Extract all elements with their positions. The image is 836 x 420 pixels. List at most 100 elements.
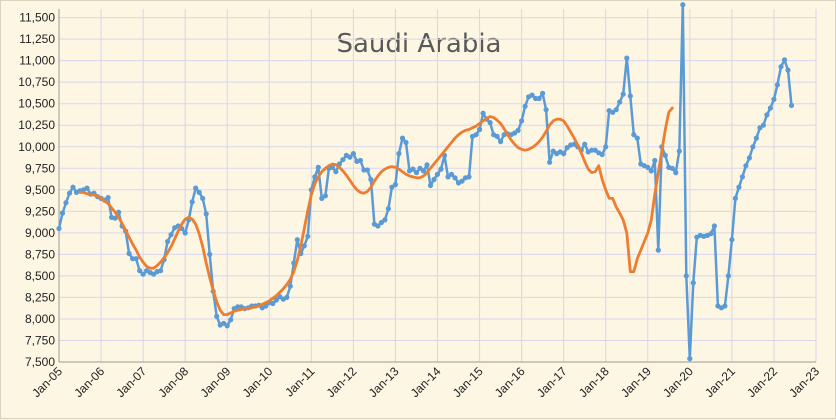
data-point xyxy=(357,157,363,164)
data-point xyxy=(655,247,661,253)
data-point xyxy=(196,189,202,195)
y-tick-label: 8,500 xyxy=(25,269,55,283)
data-point xyxy=(781,57,788,63)
y-tick-label: 9,750 xyxy=(25,161,55,175)
data-point xyxy=(399,135,406,141)
x-tick-label: Jan-12 xyxy=(324,364,360,400)
data-point xyxy=(347,154,353,160)
data-point xyxy=(59,210,66,216)
data-point xyxy=(725,273,732,279)
data-point xyxy=(676,148,682,154)
y-tick-label: 10,750 xyxy=(18,75,55,89)
data-point xyxy=(690,280,696,286)
data-point xyxy=(627,93,633,99)
data-point xyxy=(140,271,146,277)
data-point xyxy=(652,157,658,164)
data-point xyxy=(168,232,174,238)
data-point xyxy=(284,294,290,300)
data-point xyxy=(708,231,714,237)
y-tick-label: 8,250 xyxy=(25,290,55,304)
data-point xyxy=(333,169,339,175)
data-point xyxy=(203,211,209,217)
data-point xyxy=(319,195,325,201)
y-tick-label: 11,500 xyxy=(19,11,55,25)
data-point xyxy=(434,171,441,177)
data-point xyxy=(624,55,630,61)
x-tick-label: Jan-15 xyxy=(450,364,486,400)
data-point xyxy=(760,122,767,128)
data-point xyxy=(315,164,321,170)
data-point xyxy=(158,268,164,274)
data-point xyxy=(648,168,654,174)
data-point xyxy=(305,233,311,239)
data-point xyxy=(785,67,791,73)
data-point xyxy=(778,64,784,70)
data-point xyxy=(634,135,640,141)
data-point xyxy=(350,151,356,157)
data-point xyxy=(617,99,623,105)
monthly-series-line xyxy=(57,3,793,360)
data-point xyxy=(207,251,213,257)
x-tick-label: Jan-11 xyxy=(282,364,317,399)
data-point xyxy=(613,107,619,113)
data-point xyxy=(732,195,739,201)
data-point xyxy=(750,144,756,150)
data-point xyxy=(767,105,774,111)
data-point xyxy=(165,238,171,245)
data-point xyxy=(105,195,111,201)
data-point xyxy=(301,243,307,249)
data-point xyxy=(753,135,760,141)
data-point xyxy=(466,174,472,180)
y-tick-label: 11,250 xyxy=(19,32,55,46)
y-tick-label: 9,000 xyxy=(25,226,55,240)
y-tick-label: 7,750 xyxy=(25,333,55,347)
data-point xyxy=(631,132,637,138)
data-point xyxy=(543,107,549,113)
data-point xyxy=(529,92,535,98)
data-point xyxy=(424,162,430,168)
data-point xyxy=(480,110,486,116)
x-tick-label: Jan-16 xyxy=(492,364,528,400)
y-tick-label: 10,000 xyxy=(18,140,55,154)
data-point xyxy=(375,223,381,229)
data-point xyxy=(84,185,90,191)
x-tick-label: Jan-23 xyxy=(786,364,822,400)
data-point xyxy=(224,323,230,329)
x-tick-label: Jan-19 xyxy=(618,364,654,400)
data-point xyxy=(340,157,346,163)
x-tick-label: Jan-18 xyxy=(576,364,612,400)
data-point xyxy=(392,182,398,188)
data-point xyxy=(403,139,409,146)
data-point xyxy=(774,82,781,88)
data-point xyxy=(66,190,73,196)
data-point xyxy=(413,170,420,176)
x-tick-label: Jan-08 xyxy=(155,364,191,400)
data-point xyxy=(746,155,753,161)
y-tick-label: 8,750 xyxy=(25,247,55,261)
data-point xyxy=(294,237,300,243)
data-point xyxy=(547,159,553,165)
data-point xyxy=(477,126,483,133)
data-point xyxy=(431,176,437,183)
y-tick-label: 10,500 xyxy=(18,97,55,111)
data-point xyxy=(599,151,605,158)
data-point xyxy=(287,283,293,289)
data-point xyxy=(711,223,718,229)
data-point xyxy=(645,164,651,170)
x-tick-label: Jan-05 xyxy=(29,364,65,400)
data-point xyxy=(620,91,626,97)
data-point xyxy=(322,193,328,199)
data-point xyxy=(270,300,276,307)
data-point xyxy=(214,313,220,319)
y-tick-label: 11,000 xyxy=(19,54,55,68)
data-point xyxy=(603,144,609,150)
data-point xyxy=(764,112,770,118)
y-tick-label: 9,500 xyxy=(25,183,55,197)
data-point xyxy=(364,167,370,173)
data-point xyxy=(228,317,234,323)
x-tick-label: Jan-14 xyxy=(408,364,444,400)
data-point xyxy=(193,185,199,191)
data-point xyxy=(729,237,735,243)
data-point xyxy=(382,217,388,223)
